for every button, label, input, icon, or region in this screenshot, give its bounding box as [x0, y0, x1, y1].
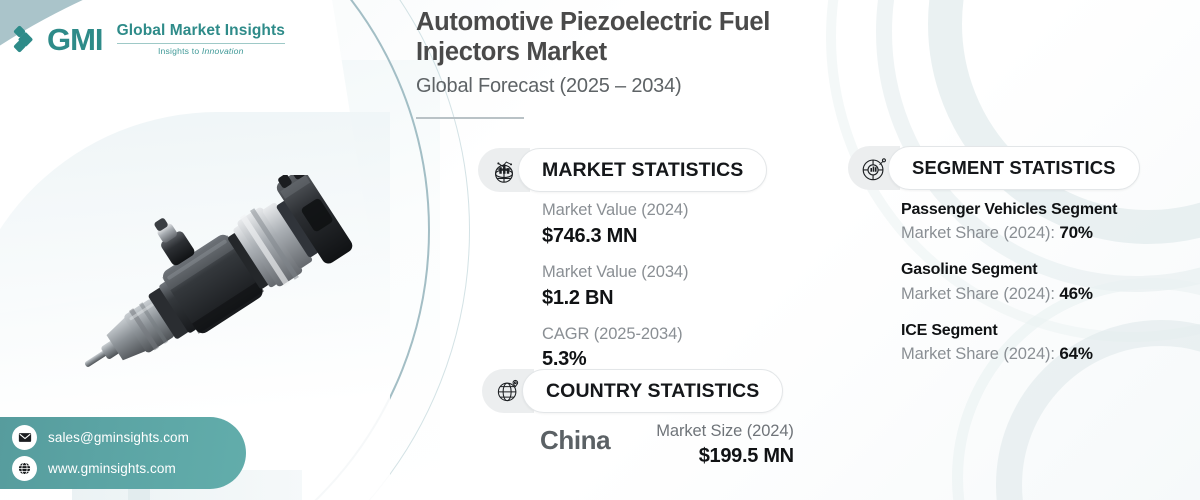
segment-name-ice: ICE Segment — [901, 321, 998, 339]
market-statistics-body: Market Value (2024) $746.3 MN Market Val… — [542, 198, 688, 383]
segment-share-value: 64% — [1059, 344, 1093, 364]
segment-share-label: Market Share (2024): — [901, 224, 1060, 243]
country-market-size-value: $199.5 MN — [698, 445, 794, 468]
segment-row: Gasoline Segment Market Share (2024): 46… — [901, 259, 1117, 306]
contact-email-line[interactable]: sales@gminsights.com — [12, 425, 246, 450]
segment-share-value: 46% — [1059, 283, 1093, 303]
pie-chart-icon — [848, 146, 900, 190]
market-value-2024-label: Market Value (2024) — [542, 201, 689, 219]
brand-tagline-prefix: Insights to — [157, 45, 202, 56]
contact-website-line[interactable]: www.gminsights.com — [12, 456, 246, 481]
segment-share-label: Market Share (2024): — [901, 345, 1060, 364]
brand-name: Global Market Insights — [116, 22, 285, 40]
segment-share-ice: Market Share (2024): 64% — [901, 342, 1117, 367]
title-divider — [416, 116, 524, 119]
segment-share-gasoline: Market Share (2024): 46% — [901, 282, 1117, 307]
market-value-2034-label: Market Value (2034) — [542, 262, 689, 281]
page-subtitle: Global Forecast (2025 – 2034) — [416, 74, 682, 97]
brand-divider — [116, 42, 285, 44]
country-statistics-label: COUNTRY STATISTICS — [522, 369, 784, 413]
gmi-wordmark: GMI — [47, 21, 104, 57]
contact-email: sales@gminsights.com — [48, 430, 190, 445]
envelope-icon — [12, 425, 37, 450]
brand-tagline-italic: Innovation — [201, 45, 244, 56]
segment-name-gasoline: Gasoline Segment — [901, 261, 1038, 279]
segment-statistics-header: SEGMENT STATISTICS — [848, 146, 1140, 190]
segment-statistics-label: SEGMENT STATISTICS — [888, 146, 1140, 190]
market-statistics-header: MARKET STATISTICS — [478, 148, 768, 192]
segment-name-passenger-vehicles: Passenger Vehicles Segment — [901, 201, 1118, 218]
contact-website: www.gminsights.com — [48, 461, 176, 476]
market-value-2034-value: $1.2 BN — [542, 286, 614, 309]
segment-row: Passenger Vehicles Segment Market Share … — [901, 199, 1117, 246]
header: Automotive Piezoelectric Fuel Injectors … — [416, 8, 876, 119]
country-market-size-label: Market Size (2024) — [656, 422, 794, 440]
fuel-injector-photo — [45, 165, 375, 400]
segment-share-label: Market Share (2024): — [901, 284, 1060, 303]
globe-icon — [12, 456, 37, 481]
page-title: Automotive Piezoelectric Fuel Injectors … — [416, 8, 771, 66]
segment-row: ICE Segment Market Share (2024): 64% — [901, 320, 1117, 367]
country-name: China — [540, 425, 611, 455]
segment-statistics-body: Passenger Vehicles Segment Market Share … — [901, 199, 1117, 380]
brand-logo[interactable]: GMI Global Market Insights Insights to I… — [13, 21, 285, 57]
segment-share-passenger-vehicles: Market Share (2024): 70% — [901, 221, 1117, 246]
market-value-2024-value: $746.3 MN — [542, 224, 638, 247]
gmi-diamond-icon — [13, 22, 40, 56]
market-statistics-label: MARKET STATISTICS — [518, 148, 768, 192]
contact-bar: sales@gminsights.com www.gminsights.com — [0, 417, 246, 489]
country-statistics-body: China Market Size (2024) $199.5 MN — [540, 420, 794, 469]
cagr-label: CAGR (2025-2034) — [542, 324, 683, 343]
country-statistics-header: COUNTRY STATISTICS — [482, 369, 784, 413]
cagr-value: 5.3% — [542, 348, 587, 371]
brand-tagline: Insights to Innovation — [117, 46, 285, 56]
segment-share-value: 70% — [1059, 223, 1093, 243]
